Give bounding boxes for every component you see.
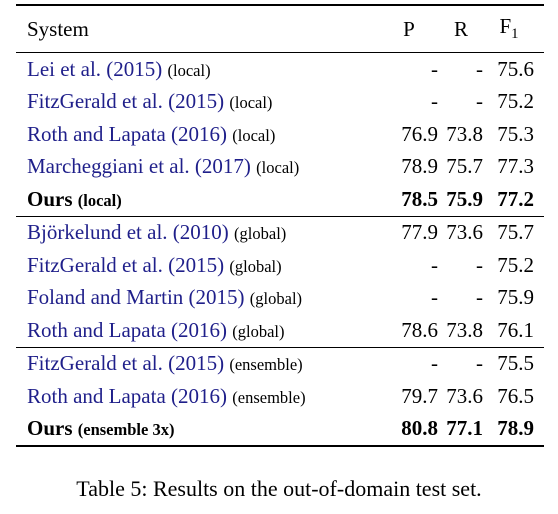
system-cell: Björkelund et al. (2010) (global) bbox=[16, 215, 379, 249]
table-caption: Table 5: Results on the out-of-domain te… bbox=[76, 476, 482, 501]
system-citation: FitzGerald et al. (2015) bbox=[27, 351, 225, 376]
f1-cell: 77.3 bbox=[497, 154, 534, 179]
system-scope: (ensemble) bbox=[232, 387, 306, 407]
system-scope: (global) bbox=[229, 256, 282, 276]
system-citation: Roth and Lapata (2016) bbox=[27, 317, 228, 342]
system-name: Ours bbox=[27, 186, 73, 211]
f1-cell: 75.3 bbox=[497, 121, 534, 146]
recall-cell: - bbox=[476, 285, 483, 310]
precision-cell: 76.9 bbox=[401, 121, 438, 146]
precision-cell: - bbox=[379, 346, 438, 380]
f1-cell: 76.1 bbox=[497, 317, 534, 342]
precision-cell: 77.9 bbox=[379, 215, 438, 249]
precision-cell: 78.6 bbox=[401, 317, 438, 342]
precision-cell: 79.7 bbox=[401, 383, 438, 408]
system-cell: Ours (ensemble 3x) bbox=[16, 412, 379, 447]
recall-cell: 73.6 bbox=[446, 383, 483, 408]
table-row: Roth and Lapata (2016) (local) 76.9 73.8 75… bbox=[16, 118, 544, 151]
precision-cell: - bbox=[431, 285, 438, 310]
recall-cell: 73.8 bbox=[446, 317, 483, 342]
system-scope: (local) bbox=[167, 60, 211, 80]
f1-cell: 75.9 bbox=[497, 285, 534, 310]
system-citation: Roth and Lapata (2016) bbox=[27, 121, 228, 146]
f1-cell: 75.5 bbox=[483, 346, 544, 380]
header-recall: R bbox=[438, 4, 483, 53]
system-citation: Lei et al. (2015) bbox=[27, 56, 163, 81]
precision-cell: 80.8 bbox=[379, 412, 438, 447]
recall-cell: 75.7 bbox=[446, 154, 483, 179]
f1-cell: 78.9 bbox=[483, 412, 544, 447]
system-name: Ours bbox=[27, 416, 73, 441]
results-table: System P R F1 Lei et al. (2015) (local) -… bbox=[16, 4, 544, 447]
system-cell: Roth and Lapata (2016) (ensemble) bbox=[16, 380, 379, 413]
table-row: FitzGerald et al. (2015) (ensemble) - -75.… bbox=[16, 346, 544, 380]
system-cell: FitzGerald et al. (2015) (local) bbox=[16, 86, 379, 119]
system-scope: (global) bbox=[249, 289, 303, 309]
system-scope: (local) bbox=[77, 190, 122, 210]
f1-cell: 75.6 bbox=[483, 52, 544, 86]
f1-cell: 75.2 bbox=[497, 252, 534, 277]
precision-cell: 78.9 bbox=[401, 154, 438, 179]
system-citation: Björkelund et al. (2010) bbox=[27, 220, 229, 245]
precision-cell: 78.5 bbox=[401, 186, 438, 211]
system-scope: (local) bbox=[229, 93, 273, 113]
header-precision: P bbox=[379, 4, 438, 53]
system-cell: Roth and Lapata (2016) (local) bbox=[16, 118, 379, 151]
results-table-container: System P R F1 Lei et al. (2015) (local) -… bbox=[16, 4, 544, 447]
recall-cell: 73.8 bbox=[446, 121, 483, 146]
table-row: Björkelund et al. (2010) (global) 77.9 73.… bbox=[16, 215, 544, 249]
system-cell: Roth and Lapata (2016) (global) bbox=[16, 314, 379, 347]
table-row: Roth and Lapata (2016) (global) 78.6 73.8 7… bbox=[16, 314, 544, 347]
header-f1-subscript: 1 bbox=[511, 26, 519, 43]
precision-cell: - bbox=[431, 89, 438, 114]
header-system: System bbox=[16, 4, 379, 53]
table-header-row: System P R F1 bbox=[16, 4, 544, 53]
header-f1-base: F bbox=[499, 14, 512, 39]
precision-cell: - bbox=[431, 252, 438, 277]
f1-cell: 75.2 bbox=[497, 89, 534, 114]
recall-cell: 77.1 bbox=[438, 412, 483, 447]
precision-cell: - bbox=[379, 52, 438, 86]
system-scope: (global) bbox=[232, 321, 285, 341]
system-citation: Marcheggiani et al. (2017) bbox=[27, 154, 251, 179]
system-scope: (local) bbox=[256, 158, 300, 178]
f1-cell: 76.5 bbox=[497, 383, 534, 408]
table-row: Foland and Martin (2015) (global) - -75.9 bbox=[16, 282, 544, 315]
table-row: FitzGerald et al. (2015) (global) - -75.2 bbox=[16, 249, 544, 282]
system-citation: Roth and Lapata (2016) bbox=[27, 383, 228, 408]
system-cell: Ours (local) bbox=[16, 183, 379, 216]
table-row: Marcheggiani et al. (2017) (local) 78.9 75… bbox=[16, 151, 544, 184]
system-citation: FitzGerald et al. (2015) bbox=[27, 252, 225, 277]
recall-cell: 75.9 bbox=[446, 186, 483, 211]
header-f1: F1 bbox=[483, 4, 544, 53]
f1-cell: 75.7 bbox=[483, 215, 544, 249]
table-row: Ours (ensemble 3x) 80.8 77.1 78.9 bbox=[16, 412, 544, 447]
table-row: FitzGerald et al. (2015) (local) - -75.2 bbox=[16, 86, 544, 119]
table-row: Roth and Lapata (2016) (ensemble) 79.7 73.… bbox=[16, 380, 544, 413]
system-citation: FitzGerald et al. (2015) bbox=[27, 89, 225, 114]
recall-cell: 73.6 bbox=[438, 215, 483, 249]
system-cell: Marcheggiani et al. (2017) (local) bbox=[16, 151, 379, 184]
system-scope: (ensemble 3x) bbox=[77, 420, 175, 440]
recall-cell: - bbox=[438, 52, 483, 86]
recall-cell: - bbox=[438, 346, 483, 380]
recall-cell: - bbox=[476, 252, 483, 277]
f1-cell: 77.2 bbox=[497, 186, 534, 211]
system-cell: FitzGerald et al. (2015) (global) bbox=[16, 249, 379, 282]
system-cell: FitzGerald et al. (2015) (ensemble) bbox=[16, 346, 379, 380]
table-row: Lei et al. (2015) (local) - -75.6 bbox=[16, 52, 544, 86]
system-scope: (local) bbox=[232, 125, 276, 145]
table-row: Ours (local) 78.5 75.9 77.2 bbox=[16, 183, 544, 216]
system-citation: Foland and Martin (2015) bbox=[27, 285, 245, 310]
system-scope: (global) bbox=[234, 224, 287, 244]
recall-cell: - bbox=[476, 89, 483, 114]
system-cell: Foland and Martin (2015) (global) bbox=[16, 282, 379, 315]
system-cell: Lei et al. (2015) (local) bbox=[16, 52, 379, 86]
system-scope: (ensemble) bbox=[229, 355, 303, 375]
